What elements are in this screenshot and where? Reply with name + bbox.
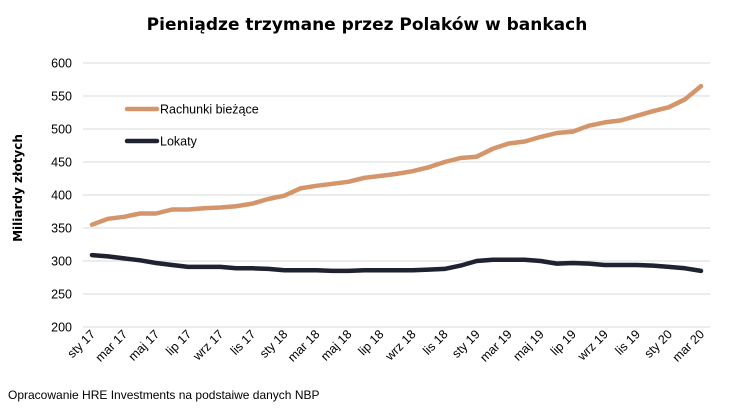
gridlines	[83, 62, 710, 328]
legend: Rachunki bieżące Lokaty	[124, 103, 259, 149]
chart-title: Pieniądze trzymane przez Polaków w banka…	[147, 15, 588, 35]
legend-label-rachunki-biezace: Rachunki bieżące	[160, 103, 259, 117]
series-line-lokaty	[89, 252, 704, 274]
source-note: Opracowanie HRE Investments na podstaiwe…	[8, 388, 320, 402]
legend-label-lokaty: Lokaty	[160, 135, 198, 149]
x-tick-label-mar-17: mar 17	[93, 327, 130, 364]
x-tick-label-mar-20: mar 20	[670, 327, 707, 364]
y-tick-label-200: 200	[51, 321, 72, 335]
x-tick-label-wrz-18: wrz 18	[382, 327, 419, 364]
x-tick-label-maj-19: maj 19	[510, 327, 546, 363]
y-tick-label-500: 500	[51, 123, 72, 137]
x-tick-label-wrz-17: wrz 17	[190, 327, 227, 364]
y-tick-label-300: 300	[51, 255, 72, 269]
plot-area	[89, 83, 704, 274]
x-tick-label-maj-18: maj 18	[318, 327, 354, 363]
x-tick-label-wrz-19: wrz 19	[574, 327, 611, 364]
series-line-rachunki-biezace	[89, 83, 704, 227]
y-axis-ticks: 200 250 300 350 400 450 500 550 600	[51, 57, 72, 335]
x-tick-label-mar-19: mar 19	[477, 327, 514, 364]
y-tick-label-250: 250	[51, 288, 72, 302]
x-tick-label-lis-17: lis 17	[228, 327, 259, 358]
y-tick-label-350: 350	[51, 222, 72, 236]
x-tick-label-mar-18: mar 18	[285, 327, 322, 364]
x-tick-label-lis-18: lis 18	[420, 327, 451, 358]
y-tick-label-400: 400	[51, 189, 72, 203]
y-tick-label-600: 600	[51, 57, 72, 71]
x-tick-label-maj-17: maj 17	[126, 327, 162, 363]
y-tick-label-450: 450	[51, 156, 72, 170]
y-axis-label: Miliardy złotych	[11, 134, 25, 242]
y-tick-label-550: 550	[51, 90, 72, 104]
x-tick-label-lis-19: lis 19	[612, 327, 643, 358]
